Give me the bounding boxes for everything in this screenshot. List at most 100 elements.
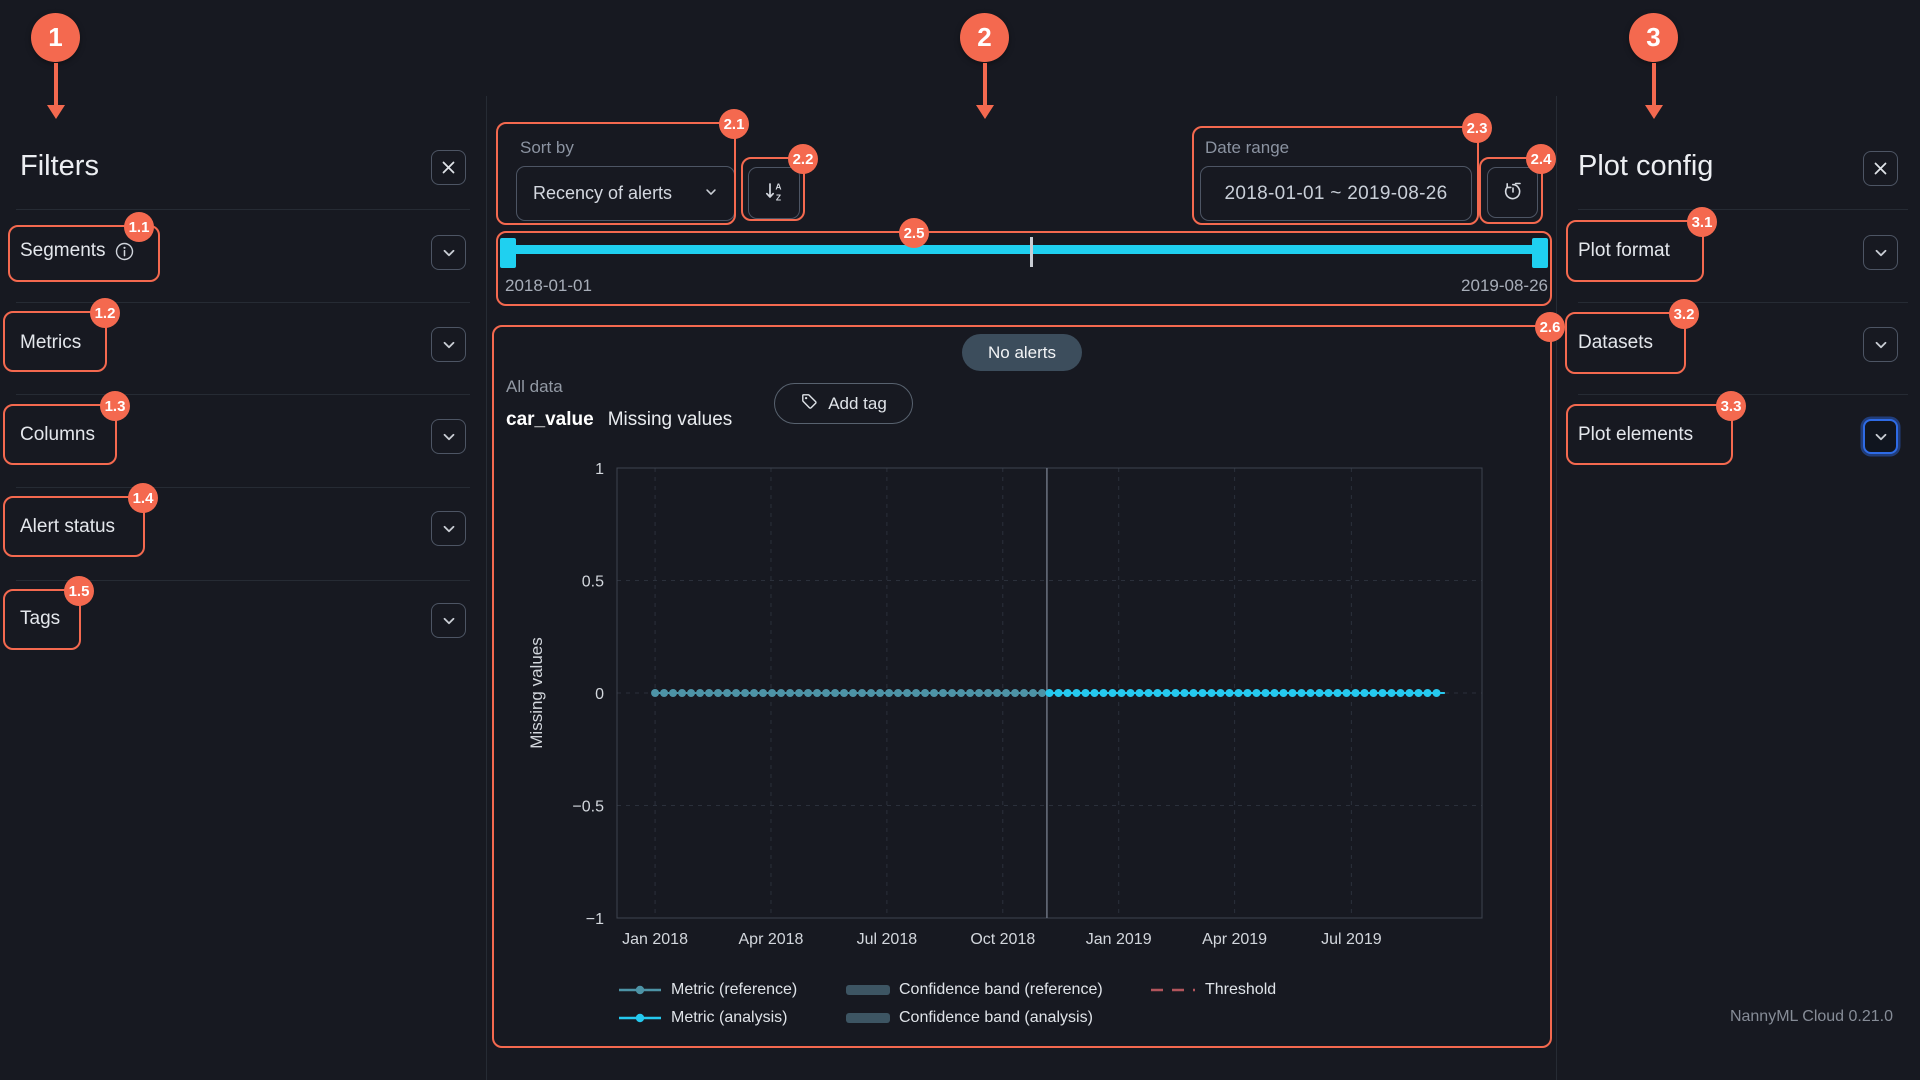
sort-by-value: Recency of alerts	[533, 183, 673, 203]
sort-by-label: Sort by	[520, 138, 574, 157]
date-slider-handle-end[interactable]	[1532, 238, 1548, 268]
section-label: Datasets	[1578, 332, 1653, 353]
chevron-down-icon	[1873, 245, 1889, 261]
annotation-step-2: 2	[960, 13, 1009, 119]
plot-config-section-plot-elements[interactable]: Plot elements	[1578, 424, 1693, 446]
datasets-expand-button[interactable]	[1863, 327, 1898, 362]
annotation-badge: 2.3	[1462, 113, 1492, 143]
legend-item-metric-analysis: Metric (analysis)	[618, 1009, 846, 1027]
divider	[16, 302, 470, 303]
plot-config-section-plot-format[interactable]: Plot format	[1578, 240, 1670, 262]
filter-section-label: Metrics	[20, 332, 82, 353]
columns-expand-button[interactable]	[431, 419, 466, 454]
sort-by-select[interactable]: Recency of alerts	[516, 166, 735, 221]
date-slider-split-marker[interactable]	[1030, 237, 1033, 267]
slider-end-date: 2019-08-26	[1461, 276, 1548, 295]
svg-text:Jul 2019: Jul 2019	[1321, 931, 1382, 948]
annotation-arrow	[982, 63, 987, 105]
annotation-step-1: 1	[31, 13, 80, 119]
annotation-step-number: 1	[31, 13, 80, 62]
tags-expand-button[interactable]	[431, 603, 466, 638]
status-badge: No alerts	[961, 334, 1083, 371]
date-range-input[interactable]: 2018-01-01 ~ 2019-08-26	[1200, 166, 1472, 221]
reset-date-range-button[interactable]	[1487, 167, 1538, 218]
app-version-label: NannyML Cloud 0.21.0	[1729, 1008, 1893, 1025]
threshold-swatch	[1151, 988, 1195, 991]
svg-text:0: 0	[595, 686, 604, 703]
date-range-value: 2018-01-01 ~ 2019-08-26	[1224, 182, 1448, 204]
filters-close-button[interactable]	[431, 150, 466, 185]
alert-status-expand-button[interactable]	[431, 511, 466, 546]
annotation-badge: 2.1	[719, 109, 749, 139]
plot-format-expand-button[interactable]	[1863, 235, 1898, 270]
divider	[1578, 209, 1908, 210]
panel-divider	[1556, 96, 1557, 1080]
svg-text:0.5: 0.5	[582, 574, 604, 591]
missing-values-plot[interactable]: Jan 2018 Apr 2018 Jul 2018 Oct 2018 Jan 2019…	[492, 325, 1552, 1048]
filter-section-tags[interactable]: Tags	[20, 608, 60, 630]
segments-expand-button[interactable]	[431, 235, 466, 270]
annotation-badge: 3.3	[1716, 391, 1746, 421]
annotation-arrowhead	[1644, 105, 1663, 119]
legend-item-metric-reference: Metric (reference)	[618, 981, 846, 999]
info-icon[interactable]	[115, 242, 134, 261]
add-tag-label: Add tag	[828, 393, 887, 413]
divider	[16, 580, 470, 581]
svg-text:Apr 2018: Apr 2018	[739, 931, 804, 948]
annotation-badge: 1.3	[100, 391, 130, 421]
section-label: Plot format	[1578, 240, 1670, 261]
column-name: car_value	[506, 409, 594, 430]
plot-config-section-datasets[interactable]: Datasets	[1578, 332, 1653, 354]
svg-text:Oct 2018: Oct 2018	[970, 931, 1035, 948]
svg-text:1: 1	[595, 461, 604, 478]
annotation-box-2-5: 2.5	[496, 218, 1552, 306]
annotation-arrow	[1651, 63, 1656, 105]
filter-section-label: Columns	[20, 424, 95, 445]
legend-item-band-reference: Confidence band (reference)	[846, 981, 1150, 999]
panel-divider	[486, 96, 487, 1080]
legend-item-threshold: Threshold	[1150, 981, 1276, 999]
svg-text:Jan 2018: Jan 2018	[622, 931, 688, 948]
filter-section-segments[interactable]: Segments	[20, 240, 134, 262]
svg-text:Missing values: Missing values	[527, 637, 546, 749]
chevron-down-icon	[441, 337, 457, 353]
section-label: Plot elements	[1578, 424, 1694, 445]
date-slider-handle-start[interactable]	[500, 238, 516, 268]
plot-legend: Metric (reference) Confidence band (refe…	[618, 979, 1276, 1035]
filter-section-label: Tags	[20, 608, 61, 629]
annotation-arrow	[53, 63, 58, 105]
filter-section-label: Segments	[20, 240, 106, 261]
annotation-badge: 1.1	[124, 212, 154, 242]
filter-section-alert-status[interactable]: Alert status	[20, 516, 115, 538]
metrics-expand-button[interactable]	[431, 327, 466, 362]
divider	[16, 487, 470, 488]
chart-title: car_value Missing values	[506, 409, 732, 431]
metric-name: Missing values	[607, 409, 733, 430]
annotation-arrowhead	[975, 105, 994, 119]
annotation-step-number: 3	[1629, 13, 1678, 62]
sort-direction-button[interactable]: A Z	[748, 167, 800, 219]
filter-section-columns[interactable]: Columns	[20, 424, 95, 446]
filter-section-metrics[interactable]: Metrics	[20, 332, 81, 354]
svg-text:A: A	[775, 181, 781, 191]
chevron-down-icon	[441, 245, 457, 261]
slider-start-date: 2018-01-01	[505, 276, 592, 295]
divider	[1578, 302, 1908, 303]
confidence-band-swatch	[846, 984, 890, 995]
metric-analysis-swatch	[619, 1013, 661, 1022]
plot-elements-expand-button[interactable]	[1863, 419, 1898, 454]
svg-text:−1: −1	[586, 911, 604, 928]
svg-text:−0.5: −0.5	[572, 799, 604, 816]
annotation-step-number: 2	[960, 13, 1009, 62]
metric-chart-card: No alerts All data car_value Missing valu…	[492, 325, 1552, 1048]
annotation-step-3: 3	[1629, 13, 1678, 119]
date-slider-track[interactable]	[500, 245, 1548, 254]
add-tag-button[interactable]: Add tag	[774, 383, 913, 424]
confidence-band-swatch	[846, 1012, 890, 1023]
sort-az-icon: A Z	[762, 180, 786, 207]
plot-config-close-button[interactable]	[1863, 151, 1898, 186]
filters-panel-title: Filters	[20, 150, 99, 182]
svg-text:Jan 2019: Jan 2019	[1086, 931, 1152, 948]
divider	[16, 209, 470, 210]
plot-config-panel-title: Plot config	[1578, 150, 1714, 182]
